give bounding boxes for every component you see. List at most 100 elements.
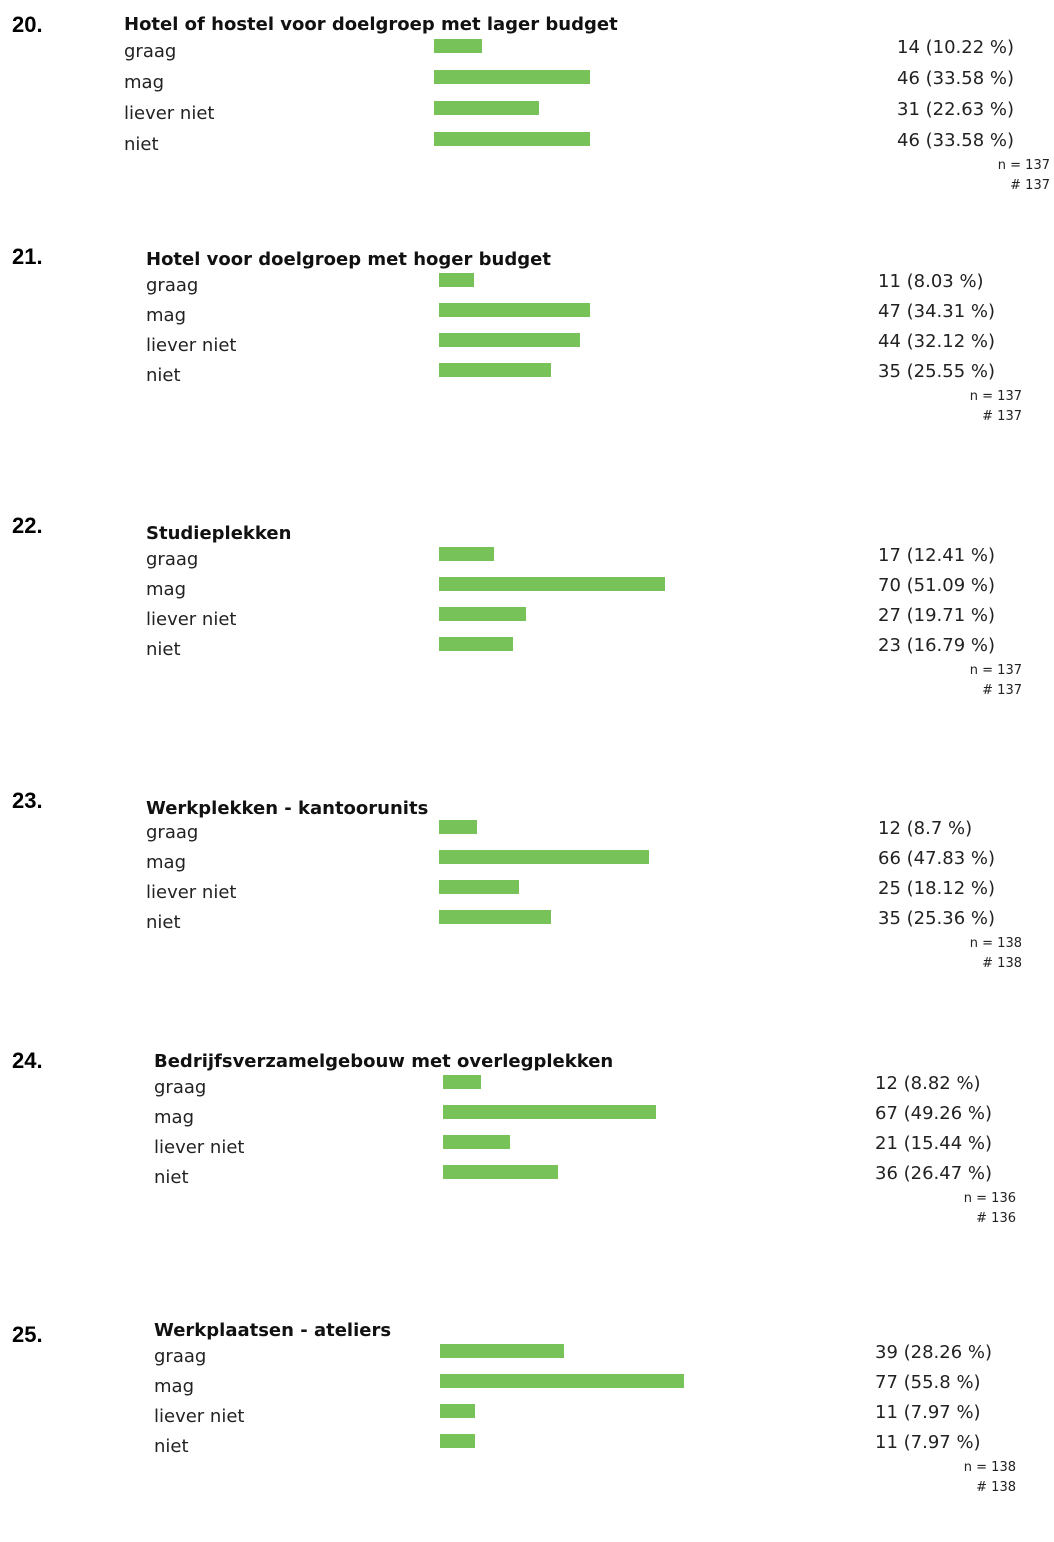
answer-bar: [439, 577, 665, 591]
answer-value: 70 (51.09 %): [878, 575, 996, 596]
answer-bar: [440, 1404, 475, 1418]
hash-total: # 138: [982, 956, 1022, 971]
answer-label: mag: [146, 305, 186, 326]
answer-value: 14 (10.22 %): [897, 37, 1015, 58]
answer-value: 17 (12.41 %): [878, 545, 996, 566]
answer-bar: [439, 303, 590, 317]
answer-label: graag: [124, 41, 177, 62]
question-number: 25.: [12, 1322, 43, 1347]
answer-bar: [439, 547, 494, 561]
answer-bar: [434, 39, 482, 53]
answer-label: graag: [154, 1346, 207, 1367]
answer-label: niet: [154, 1436, 189, 1457]
answer-value: 66 (47.83 %): [878, 848, 996, 869]
response-count: n = 137 # 137: [998, 156, 1050, 196]
answer-bar: [443, 1165, 558, 1179]
question-number: 20.: [12, 12, 43, 37]
question-number: 22.: [12, 513, 43, 538]
answer-value: 11 (8.03 %): [878, 271, 984, 292]
question-number: 23.: [12, 788, 43, 813]
answer-value: 35 (25.55 %): [878, 361, 996, 382]
answer-label: graag: [146, 549, 199, 570]
question-block: 20. Hotel of hostel voor doelgroep met la…: [0, 12, 1054, 232]
answer-value: 46 (33.58 %): [897, 130, 1015, 151]
answer-value: 31 (22.63 %): [897, 99, 1015, 120]
answer-bar: [443, 1075, 481, 1089]
hash-total: # 137: [1010, 178, 1050, 193]
answer-label: liever niet: [124, 103, 215, 124]
answer-bar: [440, 1344, 564, 1358]
answer-label: graag: [154, 1077, 207, 1098]
answer-bar: [439, 607, 526, 621]
answer-label: niet: [146, 912, 181, 933]
answer-value: 35 (25.36 %): [878, 908, 996, 929]
answer-value: 25 (18.12 %): [878, 878, 996, 899]
n-total: n = 137: [969, 663, 1022, 678]
answer-value: 12 (8.7 %): [878, 818, 973, 839]
answer-label: graag: [146, 275, 199, 296]
question-block: 22. Studieplekken graag 17 (12.41 %) mag 70 (…: [0, 513, 1054, 733]
answer-value: 67 (49.26 %): [875, 1103, 993, 1124]
question-title: Bedrijfsverzamelgebouw met overlegplekke…: [154, 1051, 614, 1072]
answer-bar: [434, 101, 539, 115]
question-title: Werkplekken - kantoorunits: [146, 798, 429, 819]
question-block: 24. Bedrijfsverzamelgebouw met overlegple…: [0, 1048, 1054, 1268]
response-count: n = 137 # 137: [970, 387, 1022, 427]
answer-label: graag: [146, 822, 199, 843]
response-count: n = 136 # 136: [964, 1189, 1016, 1229]
answer-bar: [439, 273, 474, 287]
answer-label: niet: [146, 365, 181, 386]
response-count: n = 138 # 138: [970, 934, 1022, 974]
answer-value: 44 (32.12 %): [878, 331, 996, 352]
answer-bar: [440, 1434, 475, 1448]
answer-label: mag: [146, 852, 186, 873]
answer-bar: [440, 1374, 684, 1388]
n-total: n = 137: [997, 158, 1050, 173]
hash-total: # 138: [976, 1480, 1016, 1495]
answer-value: 77 (55.8 %): [875, 1372, 981, 1393]
answer-bar: [434, 70, 590, 84]
n-total: n = 137: [969, 389, 1022, 404]
question-block: 21. Hotel voor doelgroep met hoger budget…: [0, 244, 1054, 464]
answer-label: liever niet: [146, 882, 237, 903]
answer-label: mag: [146, 579, 186, 600]
answer-value: 27 (19.71 %): [878, 605, 996, 626]
answer-bar: [439, 333, 580, 347]
hash-total: # 136: [976, 1211, 1016, 1226]
response-count: n = 137 # 137: [970, 661, 1022, 701]
answer-value: 39 (28.26 %): [875, 1342, 993, 1363]
answer-value: 36 (26.47 %): [875, 1163, 993, 1184]
n-total: n = 136: [963, 1191, 1016, 1206]
answer-label: liever niet: [146, 609, 237, 630]
n-total: n = 138: [969, 936, 1022, 951]
answer-value: 12 (8.82 %): [875, 1073, 981, 1094]
answer-label: mag: [154, 1107, 194, 1128]
hash-total: # 137: [982, 409, 1022, 424]
n-total: n = 138: [963, 1460, 1016, 1475]
question-block: 25. Werkplaatsen - ateliers graag 39 (28.26…: [0, 1320, 1054, 1542]
answer-bar: [443, 1135, 510, 1149]
answer-bar: [439, 820, 477, 834]
answer-bar: [439, 880, 519, 894]
hash-total: # 137: [982, 683, 1022, 698]
response-count: n = 138 # 138: [964, 1458, 1016, 1498]
answer-value: 23 (16.79 %): [878, 635, 996, 656]
answer-value: 47 (34.31 %): [878, 301, 996, 322]
answer-value: 11 (7.97 %): [875, 1402, 981, 1423]
question-number: 24.: [12, 1048, 43, 1073]
answer-bar: [439, 850, 649, 864]
question-title: Hotel of hostel voor doelgroep met lager…: [124, 14, 618, 35]
answer-label: liever niet: [154, 1406, 245, 1427]
answer-value: 21 (15.44 %): [875, 1133, 993, 1154]
question-title: Hotel voor doelgroep met hoger budget: [146, 249, 551, 270]
answer-value: 46 (33.58 %): [897, 68, 1015, 89]
question-number: 21.: [12, 244, 43, 269]
question-title: Studieplekken: [146, 523, 292, 544]
answer-bar: [439, 637, 513, 651]
answer-label: niet: [154, 1167, 189, 1188]
answer-value: 11 (7.97 %): [875, 1432, 981, 1453]
answer-label: liever niet: [154, 1137, 245, 1158]
answer-bar: [434, 132, 590, 146]
answer-bar: [439, 363, 551, 377]
answer-label: mag: [154, 1376, 194, 1397]
